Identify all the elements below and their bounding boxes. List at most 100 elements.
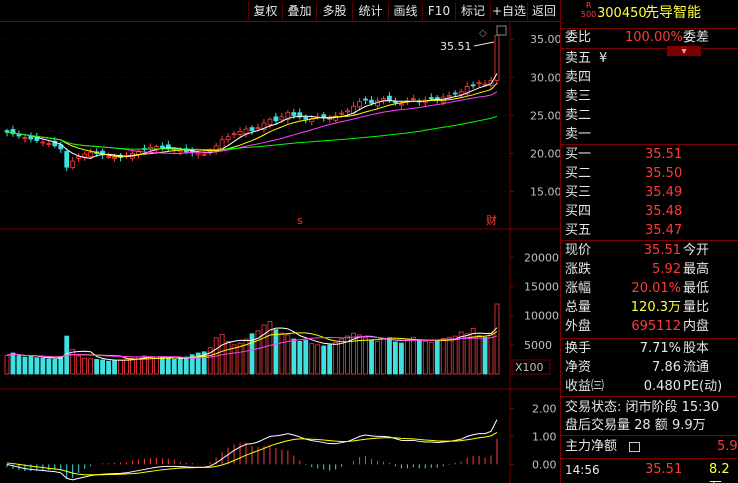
badge-top: R (585, 1, 592, 10)
fundamental-label: 净资 (565, 360, 592, 375)
ratio-label: 委比 (565, 30, 592, 45)
price-axis-label: 30.00 (530, 71, 560, 84)
volume-bar (339, 338, 345, 375)
last-price-pointer (473, 41, 495, 47)
sell-level-row[interactable]: 卖三 (561, 88, 738, 106)
buy-level-label: 买五 (565, 223, 592, 238)
volume-unit-box (511, 359, 551, 375)
volume-bar (207, 347, 213, 375)
toolbar-button-3[interactable]: 统计 (352, 2, 388, 20)
stock-code: 300450 (597, 6, 647, 21)
sell-level-row[interactable]: 卖四 (561, 69, 738, 87)
toolbar-button-6[interactable]: 标记 (455, 2, 490, 20)
volume-bar (273, 329, 279, 375)
volume-bar (243, 338, 249, 375)
volume-bar (446, 336, 452, 375)
volume-bar (422, 340, 428, 375)
list-icon[interactable] (629, 442, 640, 452)
candle-body (88, 152, 94, 158)
sell-level-row[interactable]: 卖五 ¥ (561, 50, 738, 68)
fundamental-label: 换手 (565, 341, 592, 356)
candle-body (82, 153, 88, 158)
candle-body (159, 145, 165, 148)
quote-label: 外盘 (565, 319, 592, 334)
buy-level-row[interactable]: 买五 35.47 (561, 222, 738, 240)
buy-level-row[interactable]: 买二 35.50 (561, 165, 738, 183)
fundamental-label: 收益㈢ (565, 379, 605, 394)
collapse-chevron-icon[interactable]: ▼ (667, 46, 701, 56)
buy-level-row[interactable]: 买一 35.51 (561, 146, 738, 164)
quote-label: 涨跌 (565, 262, 592, 277)
volume-bar (100, 359, 106, 375)
toolbar-button-4[interactable]: 画线 (388, 2, 422, 20)
candle-body (369, 99, 374, 104)
volume-bar (321, 345, 327, 375)
candle-body (76, 156, 82, 159)
volume-bar (357, 334, 362, 375)
candle-body (28, 135, 34, 140)
fundamental-row: 换手 7.71% 股本 (561, 340, 738, 358)
candle-body (237, 130, 243, 135)
candle-body (243, 128, 249, 135)
fundamental-row: 净资 7.86 流通 (561, 359, 738, 377)
sell-level-label: 卖五 (565, 51, 592, 66)
candle-body (70, 160, 76, 168)
sell-level-row[interactable]: 卖一 (561, 126, 738, 144)
sell-level-label: 卖一 (565, 127, 592, 142)
ma10-line (6, 82, 498, 158)
volume-bar (464, 333, 470, 375)
volume-bar (183, 356, 189, 375)
last-price-tag: 35.51 (440, 40, 472, 53)
volume-bar (333, 342, 339, 375)
kline-chart-area[interactable]: 35.00 30.00 25.00 20.00 15.00 20000 15000 10000… (0, 22, 562, 483)
candle-body (279, 116, 285, 121)
order-ratio-row: 委比 100.00% 委差 ▼ (561, 29, 738, 56)
buy-level-label: 买四 (565, 204, 592, 219)
volume-bar (231, 344, 237, 375)
toolbar-button-1[interactable]: 叠加 (282, 2, 316, 20)
toolbar-button-7[interactable]: +自选 (490, 2, 527, 20)
volume-bar (130, 357, 135, 375)
buy-level-price: 35.48 (645, 204, 683, 219)
buy-level-price: 35.49 (645, 185, 683, 200)
sell-level-row[interactable]: 卖二 (561, 107, 738, 125)
candle-body (381, 98, 386, 101)
volume-axis-label: 5000 (524, 339, 552, 352)
kline-chart[interactable]: 35.00 30.00 25.00 20.00 15.00 20000 15000 10000… (0, 22, 562, 483)
volume-axis-label: 15000 (524, 281, 559, 294)
quote-label: 总量 (565, 300, 592, 315)
buy-level-row[interactable]: 买四 35.48 (561, 203, 738, 221)
ratio-value: 100.00% (625, 30, 683, 45)
buy-level-price: 35.51 (645, 147, 683, 162)
main-flow-value: 5.9 (717, 439, 738, 454)
tick-row: 14:56 35.51 8.2万 (561, 461, 738, 483)
quote-row: 总量 120.3万 量比 (561, 299, 738, 317)
candle-body (40, 141, 46, 144)
quote-value: 35.51 (643, 243, 681, 258)
volume-bar (28, 356, 34, 375)
volume-bar (470, 328, 476, 375)
volume-bar (82, 357, 88, 375)
trade-status-line1: 交易状态: 闭市阶段 15:30 (561, 399, 738, 417)
fundamental-label-2: 流通 (683, 360, 710, 375)
toolbar-button-8[interactable]: 返回 (527, 2, 560, 20)
toolbar-button-5[interactable]: F10 (422, 2, 455, 20)
toolbar-button-0[interactable]: 复权 (248, 2, 282, 20)
candle-body (225, 136, 231, 140)
buy-level-label: 买一 (565, 147, 592, 162)
diamond-icon: ◇ (479, 28, 487, 39)
trade-status-text: 交易状态: 闭市阶段 15:30 (565, 400, 720, 415)
macd-axis-label: 0.00 (532, 458, 557, 471)
diff-label: 委差 (683, 30, 710, 45)
candle-body (398, 103, 404, 106)
buy-level-row[interactable]: 买三 35.49 (561, 184, 738, 202)
stock-name: 先导智能 (645, 5, 701, 21)
volume-bar (22, 356, 28, 375)
toolbar-button-2[interactable]: 多股 (316, 2, 352, 20)
buy-level-price: 35.50 (645, 166, 683, 181)
candle-body (255, 127, 261, 130)
volume-bar (416, 339, 422, 375)
sell-level-label: 卖三 (565, 89, 592, 104)
main-flow-row[interactable]: 主力净额 5.9 (561, 438, 738, 456)
volume-bar (171, 359, 177, 375)
